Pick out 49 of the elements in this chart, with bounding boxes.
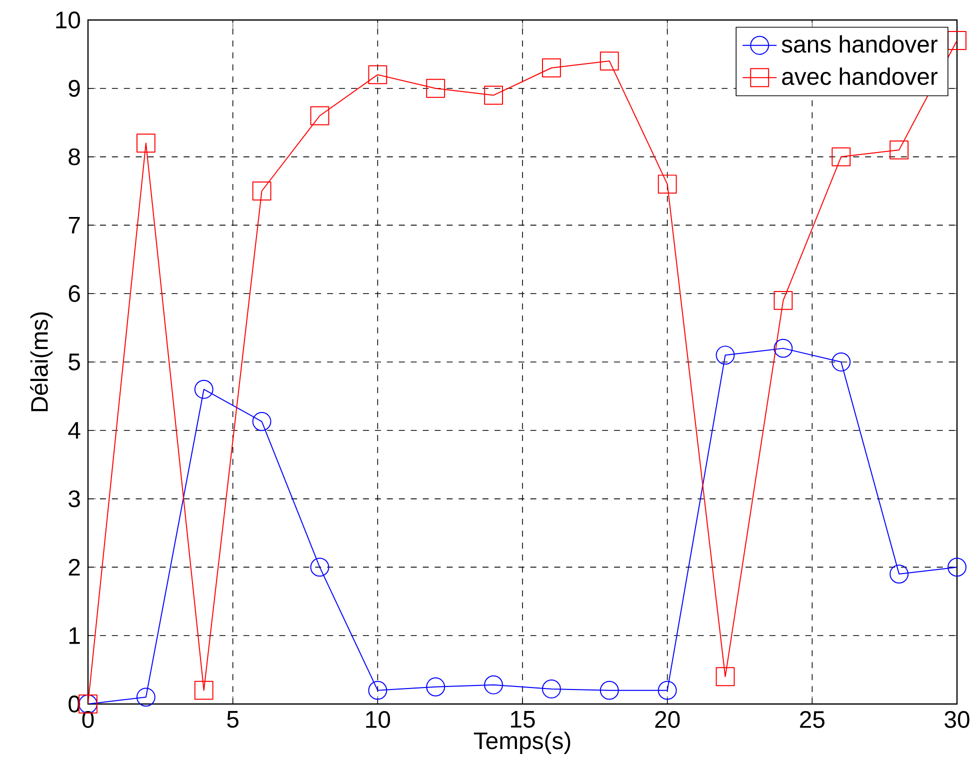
y-tick-label: 3 — [68, 490, 80, 508]
x-tick-label: 20 — [655, 711, 680, 728]
point — [194, 380, 214, 399]
point — [484, 86, 503, 105]
y-tick-label: 4 — [68, 422, 80, 439]
point — [600, 680, 619, 700]
point — [426, 677, 446, 696]
point — [252, 182, 272, 200]
point — [774, 290, 793, 310]
point — [774, 338, 793, 358]
point — [600, 52, 619, 70]
x-tick-label: 30 — [944, 711, 970, 728]
point — [716, 667, 735, 686]
point — [948, 558, 966, 577]
legend-label: avec handover — [782, 67, 938, 86]
x-axis-title: Temps(s) — [474, 732, 570, 754]
point — [252, 412, 272, 431]
y-tick-label: 8 — [68, 148, 80, 166]
y-tick-label: 7 — [68, 216, 80, 234]
point — [310, 106, 330, 126]
y-tick-label: 2 — [68, 558, 80, 576]
point — [658, 680, 677, 700]
point — [484, 675, 503, 694]
y-tick-label: 1 — [69, 627, 80, 644]
x-tick-label: 15 — [511, 711, 535, 728]
point — [368, 680, 388, 700]
point — [832, 147, 851, 166]
point — [890, 140, 909, 160]
point — [426, 78, 446, 98]
y-axis-title: Délai(ms) — [30, 312, 53, 412]
x-tick-label: 25 — [800, 711, 824, 728]
y-tick-label: 10 — [56, 12, 80, 28]
point — [890, 564, 909, 584]
x-tick-label: 10 — [366, 711, 390, 728]
x-tick-label: 5 — [227, 711, 238, 728]
point — [136, 688, 156, 707]
legend-label: sans handover — [782, 35, 938, 53]
point — [542, 58, 561, 78]
point — [658, 174, 677, 194]
y-tick-label: 9 — [68, 80, 80, 97]
point — [194, 680, 214, 700]
point — [368, 65, 388, 84]
point — [310, 558, 330, 577]
y-tick-label: 5 — [68, 354, 80, 370]
point — [542, 679, 561, 698]
point — [716, 346, 735, 365]
y-tick-label: 6 — [68, 285, 80, 302]
point — [832, 352, 851, 372]
point — [136, 134, 156, 153]
